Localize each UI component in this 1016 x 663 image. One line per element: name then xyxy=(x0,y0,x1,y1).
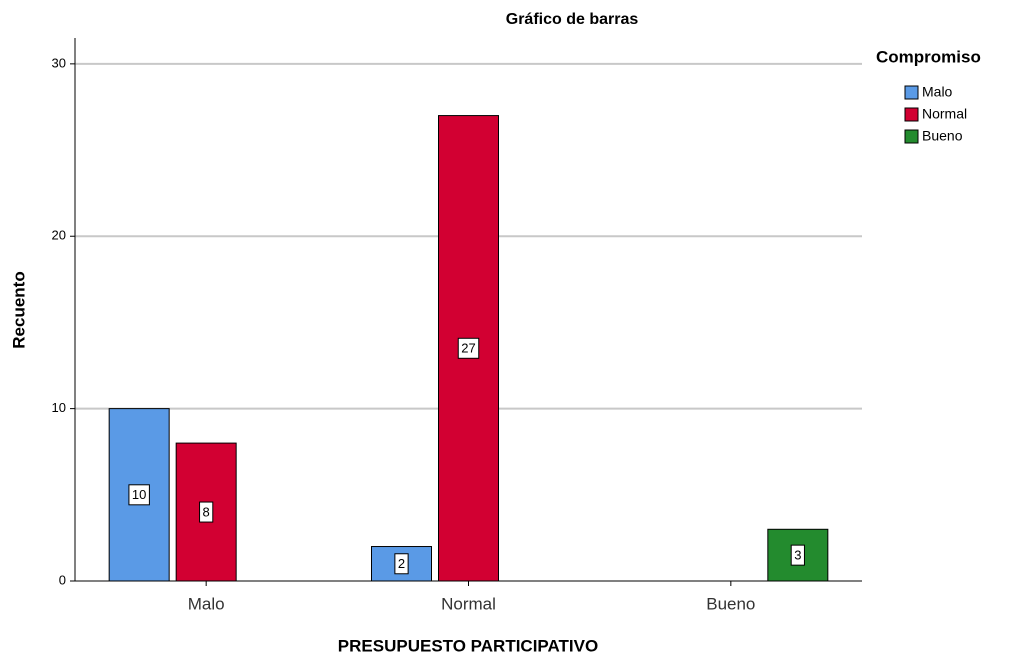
data-label: 3 xyxy=(794,548,801,563)
legend-swatch xyxy=(904,85,919,100)
data-label-box xyxy=(394,553,409,575)
data-label-box xyxy=(128,484,150,506)
x-axis-label: PRESUPUESTO PARTICIPATIVO xyxy=(338,636,598,655)
chart-title: Gráfico de barras xyxy=(506,11,639,28)
y-axis-label: Recuento xyxy=(9,271,28,348)
x-tick-label: Malo xyxy=(188,594,225,613)
y-tick-label: 10 xyxy=(52,400,66,415)
y-tick-label: 30 xyxy=(52,55,66,70)
data-label-group: 3 xyxy=(790,544,805,566)
data-label-box xyxy=(199,501,214,523)
data-label: 2 xyxy=(398,556,405,571)
y-tick-label: 0 xyxy=(59,572,66,587)
data-label-group: 8 xyxy=(199,501,214,523)
legend-swatch xyxy=(904,107,919,122)
data-label-box xyxy=(790,544,805,566)
x-tick-label: Bueno xyxy=(706,594,755,613)
data-label-group: 27 xyxy=(457,337,480,359)
legend-label: Bueno xyxy=(922,128,963,144)
data-label-group: 10 xyxy=(128,484,150,506)
data-label-group: 2 xyxy=(394,553,409,575)
legend-title: Compromiso xyxy=(876,47,981,66)
data-label: 8 xyxy=(203,504,210,519)
x-tick-label: Normal xyxy=(441,594,496,613)
y-tick-label: 20 xyxy=(52,228,66,243)
legend-swatch xyxy=(904,129,919,144)
legend-label: Normal xyxy=(922,106,967,122)
data-label: 27 xyxy=(461,341,475,356)
data-label: 10 xyxy=(132,487,146,502)
data-label-box xyxy=(457,337,480,359)
legend-label: Malo xyxy=(922,84,953,100)
